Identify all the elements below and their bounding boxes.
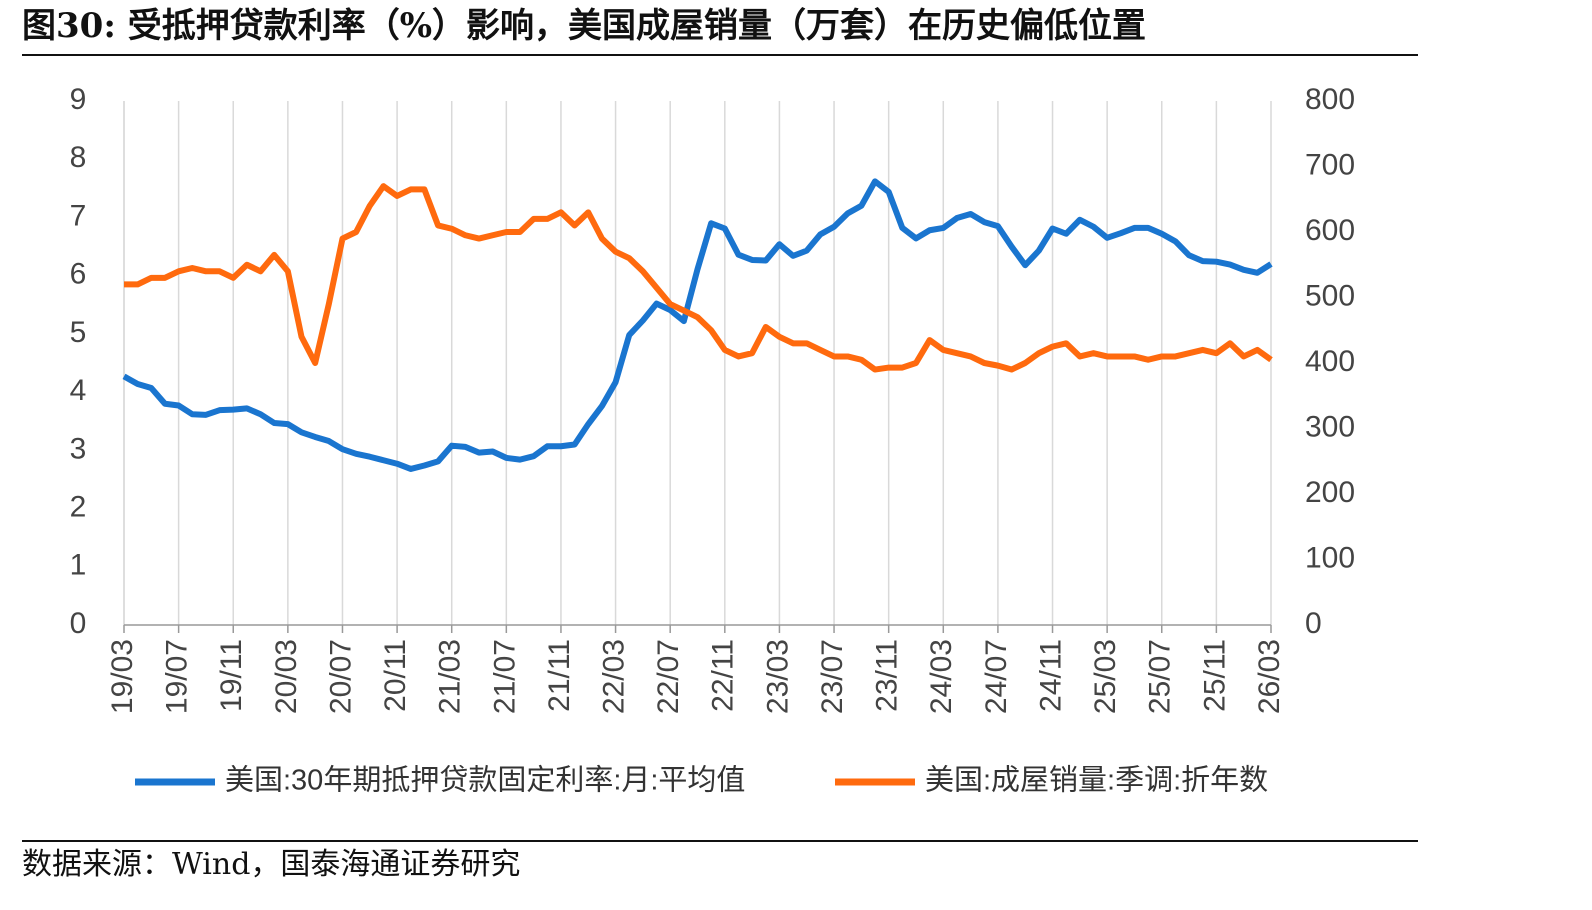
x-tick-label: 21/07	[488, 639, 521, 714]
x-tick-label: 20/07	[324, 639, 357, 714]
y-tick-label: 1	[70, 549, 87, 582]
y-tick-label: 7	[70, 199, 87, 232]
x-tick-label: 23/07	[816, 639, 849, 714]
y-tick-label: 6	[70, 258, 87, 291]
x-tick-label: 22/03	[597, 639, 630, 714]
x-tick-label: 19/11	[215, 639, 248, 712]
y2-tick-label: 400	[1305, 345, 1355, 378]
x-tick-label: 23/11	[871, 639, 904, 712]
y-tick-label: 8	[70, 141, 87, 174]
legend-label: 美国:30年期抵押贷款固定利率:月:平均值	[225, 764, 745, 797]
x-tick-label: 25/07	[1144, 639, 1177, 714]
x-tick-label: 24/03	[925, 639, 958, 714]
x-tick-label: 25/11	[1198, 639, 1231, 712]
x-tick-label: 21/03	[434, 639, 467, 714]
y-tick-label: 0	[70, 607, 87, 640]
series-line	[122, 178, 1273, 472]
y2-tick-label: 700	[1305, 148, 1355, 181]
y2-tick-label: 100	[1305, 541, 1355, 574]
y2-tick-label: 500	[1305, 279, 1355, 312]
y2-tick-label: 0	[1305, 607, 1322, 640]
legend-label: 美国:成屋销量:季调:折年数	[925, 764, 1268, 797]
chart-title: 图30: 受抵押贷款利率（%）影响，美国成屋销量（万套）在历史偏低位置	[22, 6, 1146, 46]
x-tick-label: 21/11	[543, 639, 576, 712]
x-tick-label: 20/03	[270, 639, 303, 714]
y-tick-label: 3	[70, 432, 87, 465]
y-tick-label: 5	[70, 316, 87, 349]
x-tick-label: 19/03	[106, 639, 139, 714]
x-tick-label: 25/03	[1089, 639, 1122, 714]
x-tick-label: 23/03	[761, 639, 794, 714]
y2-tick-label: 300	[1305, 410, 1355, 443]
x-tick-label: 24/07	[980, 639, 1013, 714]
source: 数据来源：Wind，国泰海通证券研究	[22, 847, 520, 882]
x-tick-label: 22/11	[707, 639, 740, 712]
y2-tick-label: 200	[1305, 476, 1355, 509]
y-tick-label: 9	[70, 83, 87, 116]
x-tick-label: 26/03	[1253, 639, 1286, 714]
x-tick-label: 20/11	[379, 639, 412, 712]
series-line	[124, 183, 1273, 373]
x-tick-label: 24/11	[1034, 639, 1067, 712]
y2-tick-label: 800	[1305, 83, 1355, 116]
y-tick-label: 2	[70, 490, 87, 523]
y-tick-label: 4	[70, 374, 87, 407]
y2-tick-label: 600	[1305, 214, 1355, 247]
x-tick-label: 22/07	[652, 639, 685, 714]
x-tick-label: 19/07	[161, 639, 194, 714]
